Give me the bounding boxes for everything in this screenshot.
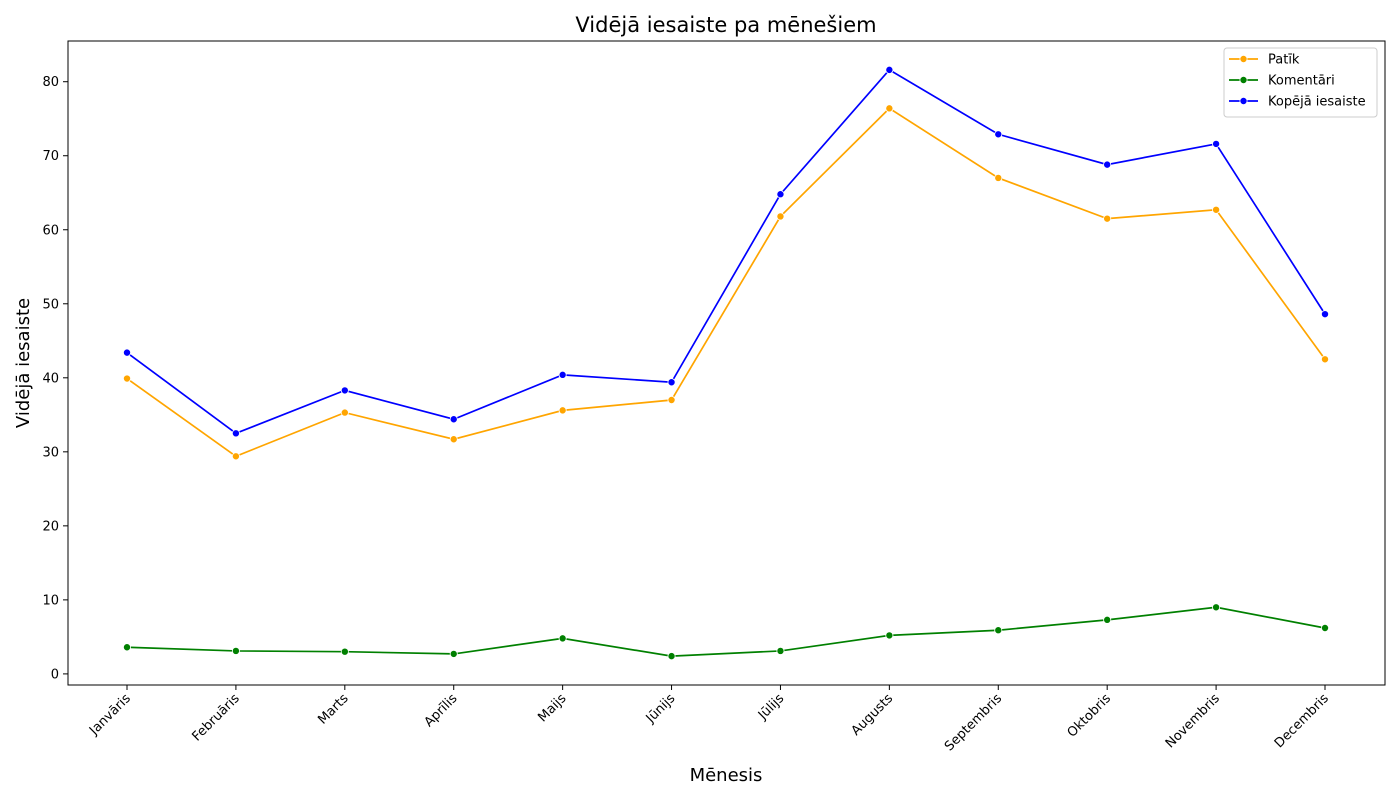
data-point xyxy=(1212,603,1221,612)
data-point xyxy=(885,631,894,640)
series-line xyxy=(126,606,1326,657)
chart-title: Vidējā iesaiste pa mēnešiem xyxy=(575,13,876,37)
legend-marker xyxy=(1239,76,1248,85)
legend-label: Komentāri xyxy=(1268,74,1335,89)
x-tick-label: Novembris xyxy=(1163,691,1223,751)
plot-area xyxy=(123,65,1330,661)
x-tick-label: Augusts xyxy=(849,691,897,739)
data-point xyxy=(885,104,894,113)
legend-marker xyxy=(1239,55,1248,64)
data-point xyxy=(449,649,458,658)
y-tick-label: 20 xyxy=(42,519,59,534)
x-tick-label: Februāris xyxy=(189,691,242,744)
data-point xyxy=(449,415,458,424)
data-point xyxy=(558,370,567,379)
data-point xyxy=(885,65,894,74)
plot-frame xyxy=(67,40,1386,686)
legend: Patīk Komentāri Kopējā iesaiste xyxy=(1223,47,1378,118)
data-point xyxy=(667,396,676,405)
data-point xyxy=(123,348,132,357)
y-tick-label: 60 xyxy=(42,223,59,238)
x-axis-label: Mēnesis xyxy=(690,765,763,786)
data-point xyxy=(340,408,349,417)
data-point xyxy=(558,634,567,643)
x-tick-label: Aprīlis xyxy=(422,691,461,730)
x-tick-label: Decembris xyxy=(1272,691,1332,751)
series-line xyxy=(126,107,1326,458)
data-point xyxy=(231,452,240,461)
data-point xyxy=(667,378,676,387)
y-tick-label: 70 xyxy=(42,149,59,164)
data-point xyxy=(123,374,132,383)
data-point xyxy=(1321,624,1330,633)
data-point xyxy=(776,646,785,655)
legend-box xyxy=(1223,47,1378,118)
y-tick-label: 40 xyxy=(42,371,59,386)
data-point xyxy=(776,212,785,221)
data-point xyxy=(994,130,1003,139)
data-point xyxy=(776,190,785,199)
y-tick-label: 10 xyxy=(42,593,59,608)
x-axis: Janvāris Februāris Marts Aprīlis Maijs Jūnijs… xyxy=(86,685,1332,754)
data-point xyxy=(123,643,132,652)
x-tick-label: Jūlijs xyxy=(755,691,787,723)
data-point xyxy=(1212,139,1221,148)
legend-label: Patīk xyxy=(1268,53,1300,68)
data-point xyxy=(340,647,349,656)
data-point xyxy=(1321,310,1330,319)
legend-label: Kopējā iesaiste xyxy=(1268,95,1366,110)
series-line xyxy=(126,68,1326,435)
data-point xyxy=(1103,214,1112,223)
data-point xyxy=(1321,355,1330,364)
data-point xyxy=(231,646,240,655)
data-point xyxy=(994,626,1003,635)
data-point xyxy=(449,435,458,444)
data-point xyxy=(994,173,1003,182)
data-point xyxy=(340,386,349,395)
x-tick-label: Oktobris xyxy=(1065,691,1115,741)
data-point xyxy=(667,652,676,661)
x-tick-label: Jūnijs xyxy=(643,691,679,727)
legend-marker xyxy=(1239,97,1248,106)
data-point xyxy=(1103,615,1112,624)
data-point xyxy=(1212,205,1221,214)
y-axis: 0 10 20 30 40 50 60 70 80 xyxy=(42,75,68,682)
x-tick-label: Maijs xyxy=(535,691,569,725)
x-tick-label: Marts xyxy=(315,691,352,728)
y-tick-label: 50 xyxy=(42,297,59,312)
data-point xyxy=(231,429,240,438)
x-tick-label: Septembris xyxy=(942,691,1005,754)
y-tick-label: 0 xyxy=(51,667,59,682)
data-point xyxy=(1103,160,1112,169)
x-tick-label: Janvāris xyxy=(86,691,134,739)
y-tick-label: 30 xyxy=(42,445,59,460)
data-point xyxy=(558,406,567,415)
y-axis-label: Vidējā iesaiste xyxy=(13,298,34,428)
y-tick-label: 80 xyxy=(42,75,59,90)
